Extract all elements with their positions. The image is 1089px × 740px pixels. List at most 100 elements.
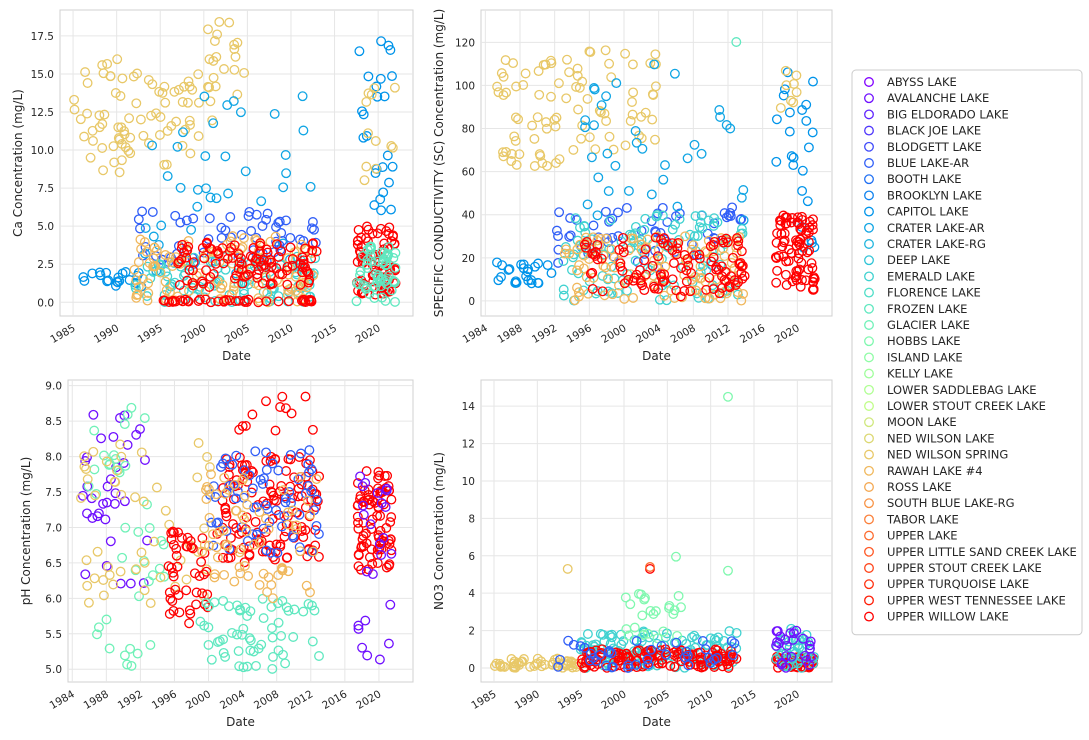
y-tick-label: 6 — [468, 551, 475, 563]
data-point — [90, 490, 101, 501]
y-tick-label: 17.5 — [31, 31, 54, 43]
data-point — [791, 87, 802, 98]
data-point — [249, 539, 260, 550]
data-point — [204, 54, 215, 65]
data-point — [291, 524, 302, 535]
data-point — [222, 253, 233, 264]
data-point — [257, 593, 268, 604]
data-point — [568, 144, 579, 155]
data-point — [598, 260, 609, 271]
data-point — [295, 279, 306, 290]
data-point — [239, 465, 250, 476]
data-point — [724, 282, 735, 293]
y-tick-label: 6.5 — [45, 558, 62, 570]
data-point — [260, 513, 271, 524]
data-point — [733, 236, 744, 247]
data-point — [303, 481, 314, 491]
data-point — [382, 248, 393, 259]
data-point — [539, 659, 550, 670]
data-point — [623, 630, 634, 641]
data-point — [253, 297, 264, 308]
data-point — [375, 510, 386, 521]
data-point — [113, 122, 124, 133]
data-point — [208, 529, 218, 540]
data-point — [160, 266, 171, 277]
data-point — [612, 651, 623, 662]
data-point — [264, 517, 275, 528]
data-point — [645, 605, 656, 616]
data-point — [289, 604, 300, 615]
data-point — [235, 544, 246, 555]
data-point — [228, 96, 239, 107]
data-point — [646, 644, 657, 655]
data-point — [197, 276, 207, 287]
legend-marker — [864, 611, 874, 622]
data-point — [270, 546, 281, 557]
data-point — [252, 272, 263, 283]
data-point — [367, 569, 378, 580]
data-point — [281, 466, 292, 476]
data-point — [648, 609, 659, 619]
data-point — [786, 95, 796, 106]
data-point — [559, 248, 570, 259]
data-point — [79, 131, 90, 142]
data-point — [148, 266, 159, 277]
data-point — [383, 40, 394, 51]
data-point — [361, 161, 372, 172]
legend-marker — [864, 384, 874, 395]
data-point — [781, 256, 792, 267]
data-point — [540, 59, 551, 70]
data-point — [267, 278, 278, 289]
y-tick-label: 0 — [468, 663, 475, 675]
data-point — [229, 64, 240, 75]
data-point — [704, 272, 715, 283]
data-point — [255, 256, 266, 267]
data-point — [667, 224, 678, 235]
data-point — [572, 63, 583, 74]
data-point — [299, 294, 310, 305]
y-tick-label: 14 — [462, 401, 476, 413]
data-point — [622, 652, 633, 663]
data-point — [79, 451, 90, 462]
x-tick-label: 2000 — [179, 322, 208, 346]
data-point — [708, 252, 719, 263]
data-point — [285, 232, 296, 243]
x-tick-label: 1985 — [469, 688, 498, 712]
data-point — [542, 160, 553, 171]
data-point — [242, 499, 253, 510]
legend-label: ROSS LAKE — [887, 480, 952, 494]
data-point — [542, 260, 553, 271]
data-point — [601, 91, 612, 102]
data-point — [355, 471, 366, 482]
data-point — [775, 102, 786, 113]
data-point — [222, 541, 233, 552]
data-point — [133, 257, 144, 268]
data-point — [256, 260, 267, 271]
legend-label: UPPER STOUT CREEK LAKE — [887, 561, 1042, 575]
data-point — [298, 532, 309, 543]
data-point — [220, 151, 231, 162]
data-point — [623, 245, 634, 256]
data-point — [88, 135, 98, 146]
data-point — [788, 152, 799, 163]
data-point — [489, 661, 500, 671]
data-point — [221, 295, 232, 305]
data-point — [353, 623, 364, 634]
data-point — [602, 148, 613, 159]
legend-label: NED WILSON LAKE — [887, 431, 995, 445]
data-point — [780, 634, 791, 645]
data-point — [205, 192, 216, 203]
data-point — [250, 446, 261, 457]
data-point — [256, 196, 267, 207]
data-point — [596, 253, 607, 264]
data-point — [276, 630, 287, 641]
data-point — [390, 262, 401, 273]
data-point — [81, 555, 92, 566]
data-point — [658, 174, 669, 185]
data-point — [126, 402, 137, 413]
data-point — [227, 627, 237, 638]
legend-label: LOWER STOUT CREEK LAKE — [887, 399, 1046, 413]
data-point — [180, 124, 191, 135]
data-point — [529, 133, 540, 144]
data-point — [687, 244, 697, 255]
